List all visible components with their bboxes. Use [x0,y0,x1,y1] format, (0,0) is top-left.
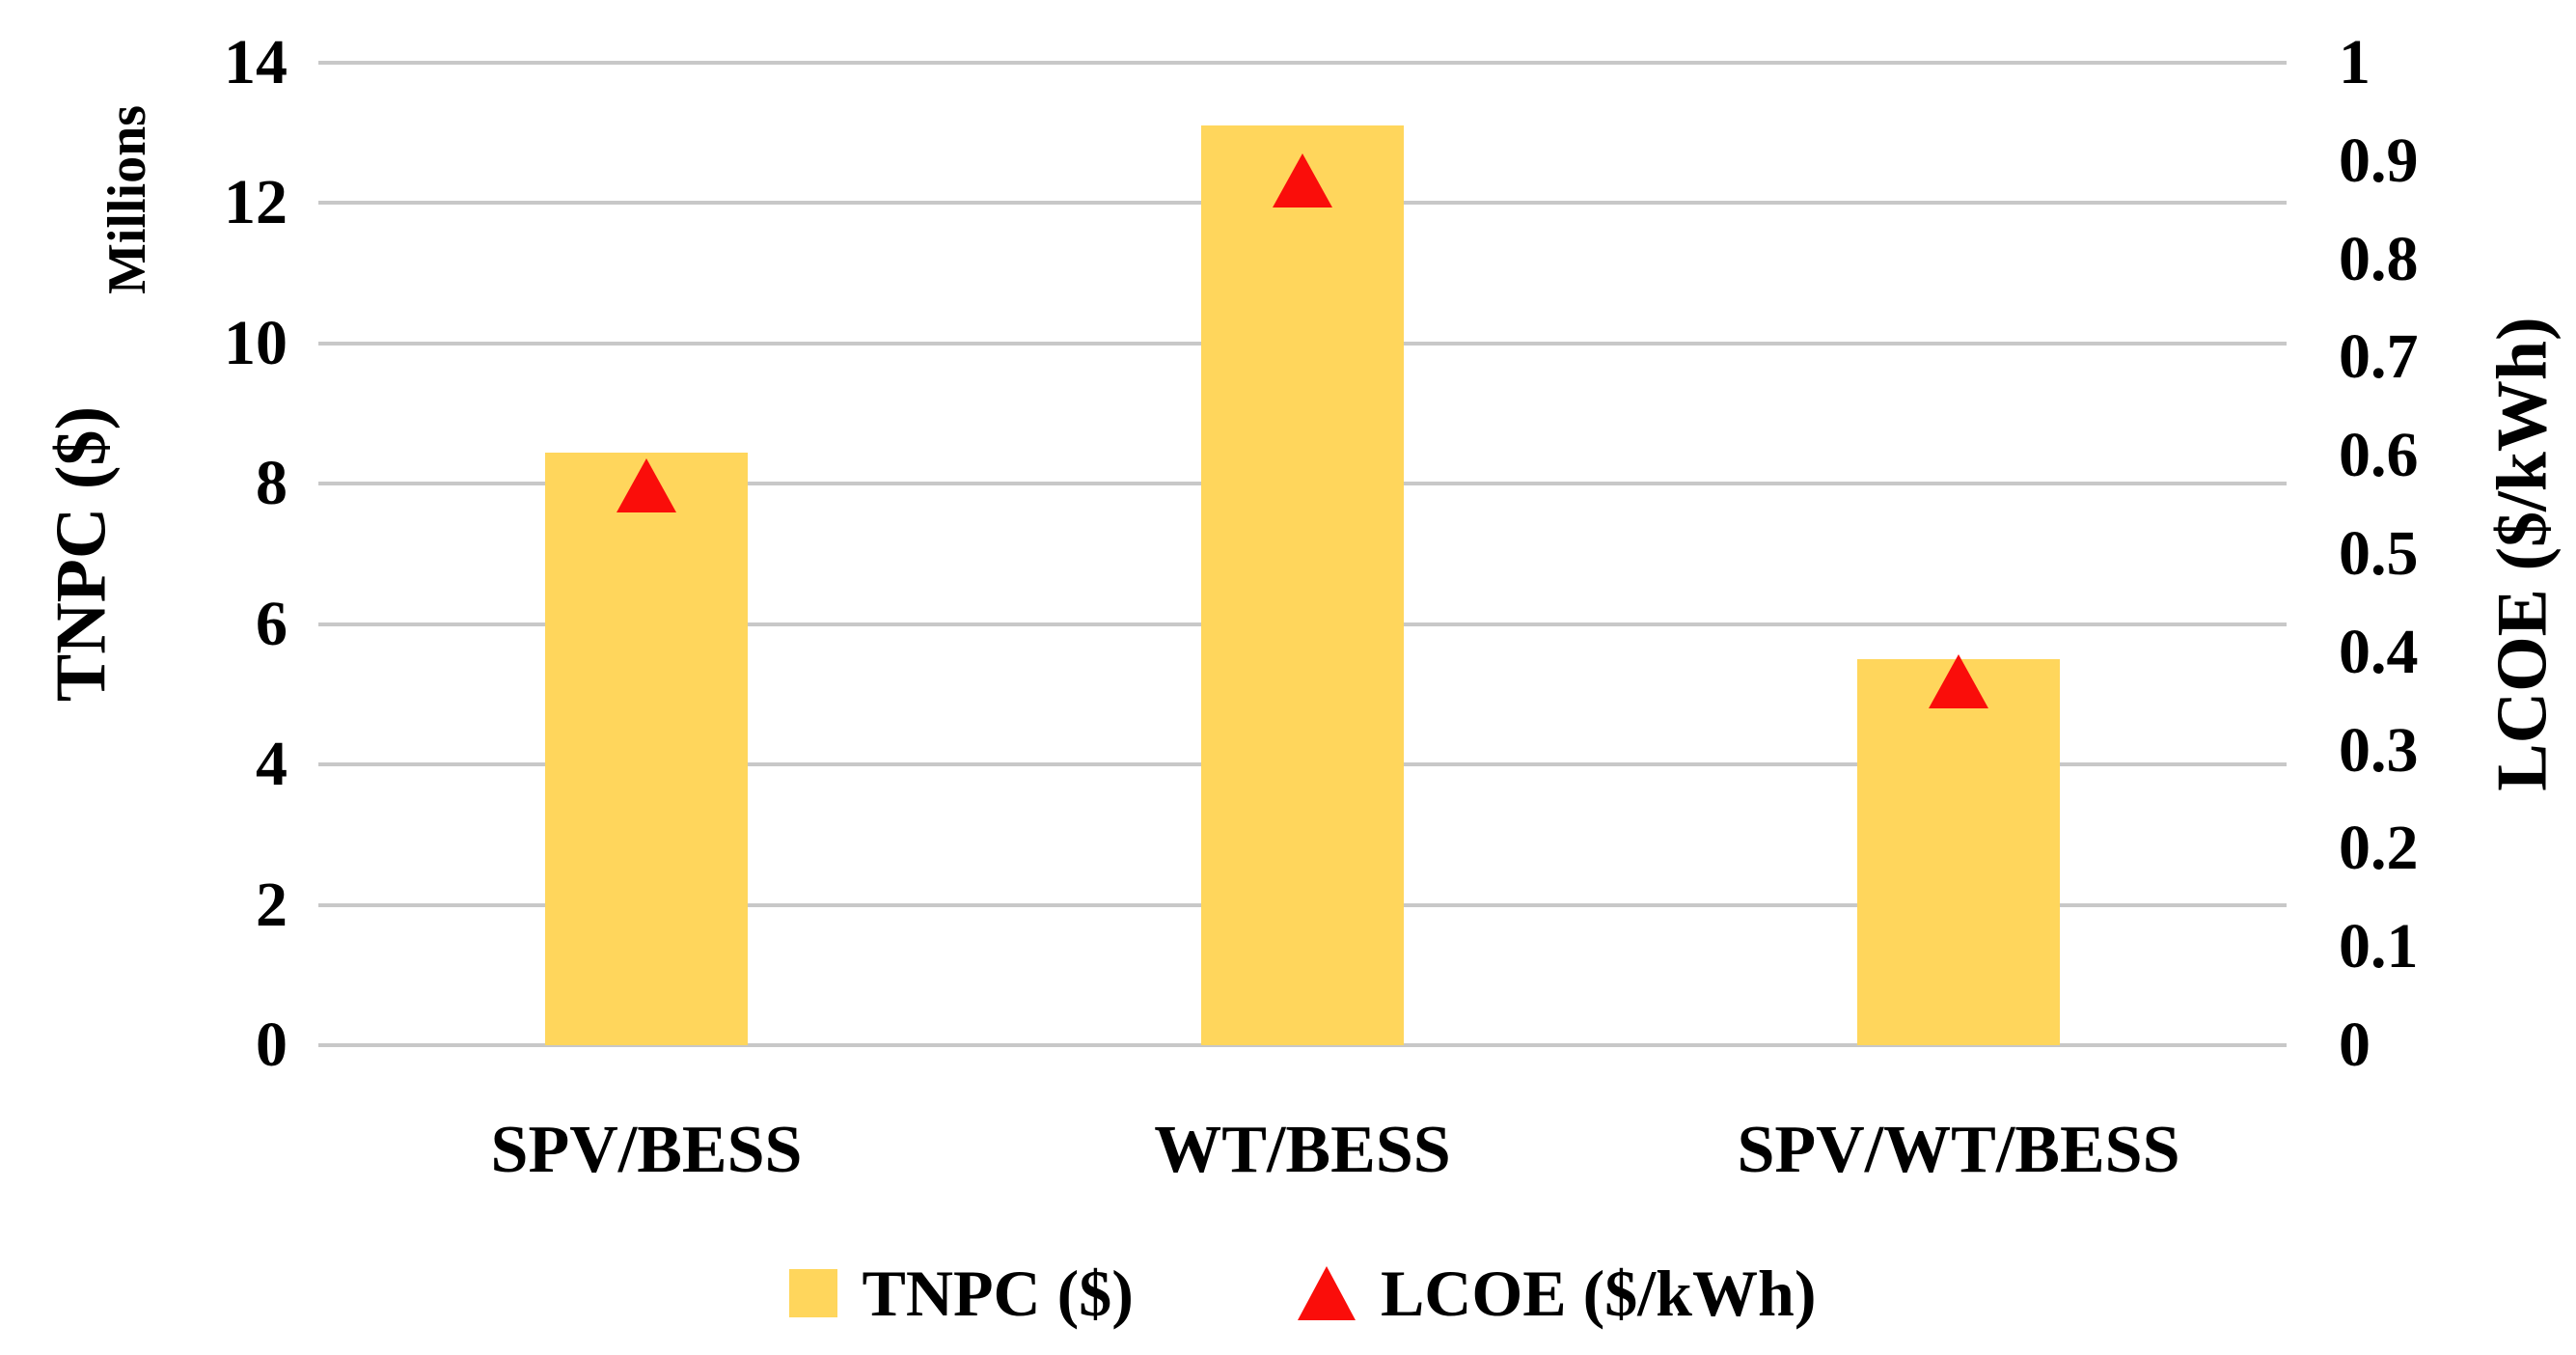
right-axis-tick-labels: 1 0.9 0.8 0.7 0.6 0.5 0.4 0.3 0.2 0.1 0 [2339,27,2576,1080]
right-axis-tick: 0.1 [2339,911,2419,982]
right-axis-tick: 0.6 [2339,420,2419,491]
gridline [318,1043,2287,1047]
legend-label-tnpc: TNPC ($) [862,1256,1134,1330]
lcoe-marker [1273,153,1332,208]
right-axis-tick: 0 [2339,1009,2370,1080]
right-axis-tick: 0.7 [2339,321,2419,393]
legend: TNPC ($) LCOE ($/kWh) [318,1249,2287,1338]
legend-label-lcoe: LCOE ($/kWh) [1380,1256,1817,1330]
left-axis-tick: 0 [256,1009,288,1080]
left-axis-tick: 12 [224,167,288,238]
tnpc-swatch-icon [788,1269,837,1317]
legend-item-tnpc: TNPC ($) [788,1256,1134,1332]
gridline [318,61,2287,65]
right-axis-tick: 0.3 [2339,714,2419,786]
lcoe-marker [617,457,676,512]
right-axis-tick: 0.4 [2339,616,2419,687]
x-axis-label: SPV/BESS [490,1113,803,1187]
left-axis-tick: 10 [224,307,288,378]
left-axis-tick: 14 [224,27,288,97]
tnpc-bar [1857,659,2060,1045]
left-axis-tick-labels: 14 12 10 8 6 4 2 0 [0,27,288,1080]
tnpc-bar [1201,125,1404,1045]
tnpc-bar [545,452,748,1045]
legend-item-lcoe: LCOE ($/kWh) [1297,1256,1817,1332]
plot-area [318,61,2287,1047]
left-axis-tick: 2 [256,869,288,940]
x-axis-category-labels: SPV/BESS WT/BESS SPV/WT/BESS [318,1110,2287,1191]
right-axis-tick: 1 [2339,27,2370,97]
x-axis-label: WT/BESS [1154,1113,1451,1187]
right-axis-tick: 0.9 [2339,124,2419,196]
left-axis-tick: 6 [256,588,288,659]
x-axis-label: SPV/WT/BESS [1737,1113,2180,1187]
left-axis-tick: 8 [256,448,288,519]
lcoe-triangle-icon [1297,1266,1356,1320]
lcoe-marker [1929,654,1988,709]
right-axis-tick: 0.5 [2339,518,2419,589]
left-axis-tick: 4 [256,729,288,800]
right-axis-tick: 0.8 [2339,223,2419,294]
right-axis-tick: 0.2 [2339,813,2419,884]
